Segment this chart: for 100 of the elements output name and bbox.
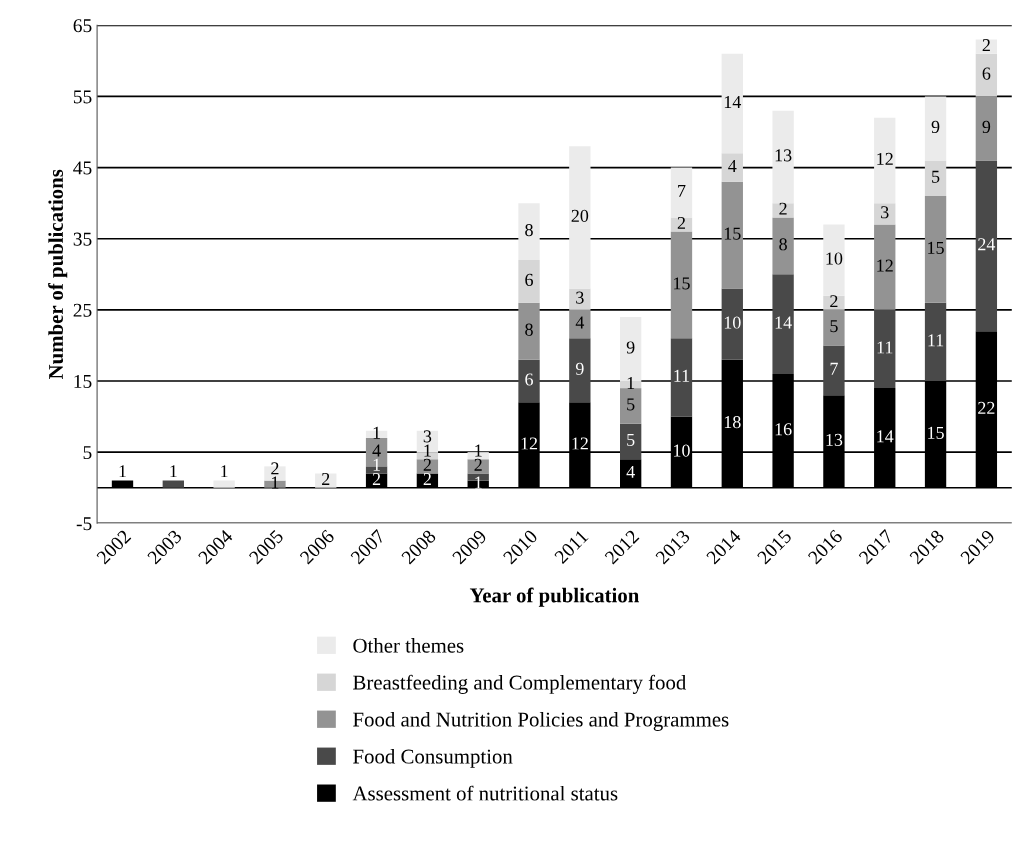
- bar: [619, 388, 642, 424]
- y-tick-label: 55: [73, 90, 92, 104]
- data-label: 7: [678, 185, 686, 197]
- data-label: 15: [928, 426, 944, 439]
- bar: [670, 231, 693, 339]
- bar: [670, 338, 693, 417]
- bar: [518, 359, 540, 403]
- bar: [975, 39, 998, 54]
- data-label: 14: [877, 430, 894, 443]
- bar: [670, 167, 693, 218]
- bar: [772, 274, 794, 374]
- y-tick-label: 5: [83, 446, 92, 460]
- y-tick-label: 15: [74, 374, 92, 388]
- data-label: 1: [272, 476, 279, 489]
- data-label: 2: [982, 39, 990, 51]
- x-tick-label: 2011: [553, 529, 589, 565]
- bar: [772, 110, 794, 204]
- data-label: 1: [221, 465, 228, 478]
- bar: [721, 288, 743, 360]
- bar: [924, 160, 947, 197]
- y-tick-label: 25: [73, 303, 92, 317]
- y-tick-label: -5: [76, 517, 92, 531]
- bar: [721, 53, 743, 154]
- bar: [823, 224, 845, 296]
- data-label: 13: [826, 433, 843, 446]
- data-label: 6: [982, 67, 991, 80]
- data-label: 10: [674, 444, 690, 457]
- data-label: 2: [779, 202, 787, 215]
- data-label: 11: [928, 334, 944, 347]
- y-axis-title: Number of publications: [48, 169, 68, 380]
- bar: [772, 217, 794, 275]
- data-label: 18: [724, 416, 741, 429]
- data-label: 3: [881, 206, 889, 219]
- bar: [518, 260, 540, 303]
- data-label: 5: [932, 170, 940, 183]
- data-label: 1: [424, 444, 431, 457]
- bar: [975, 160, 998, 332]
- data-label: 2: [322, 472, 330, 485]
- bar: [670, 217, 693, 232]
- legend-label: Other themes: [353, 638, 464, 653]
- bar: [518, 203, 540, 261]
- bar: [874, 309, 896, 389]
- data-label: 15: [928, 241, 944, 254]
- data-label: 9: [931, 120, 940, 133]
- bar: [721, 153, 743, 182]
- data-label: 15: [724, 227, 741, 240]
- bar: [569, 338, 591, 403]
- x-tick-label: 2003: [146, 529, 183, 565]
- data-label: 2: [271, 462, 279, 475]
- data-label: 9: [626, 341, 635, 354]
- bar: [569, 146, 591, 289]
- bar: [975, 53, 998, 97]
- bar: [874, 117, 896, 204]
- bar: [975, 96, 998, 161]
- bar: [823, 295, 845, 310]
- data-label: 4: [626, 465, 635, 478]
- data-label: 2: [372, 472, 381, 485]
- x-axis-title: Year of publication: [469, 587, 640, 607]
- y-tick-label: 65: [73, 19, 92, 33]
- bar: [924, 96, 947, 161]
- data-label: 2: [677, 216, 685, 229]
- data-label: 12: [572, 437, 588, 450]
- legend-label: Breastfeeding and Complementary food: [353, 674, 687, 694]
- x-tick-label: 2019: [959, 529, 996, 565]
- data-label: 5: [627, 398, 635, 411]
- bar: [315, 473, 337, 488]
- data-label: 6: [525, 373, 533, 386]
- data-label: 20: [571, 209, 589, 222]
- bar: [569, 288, 591, 310]
- data-label: 1: [170, 465, 177, 478]
- data-label: 6: [525, 273, 533, 286]
- data-label: 14: [775, 316, 792, 329]
- data-label: 12: [877, 259, 893, 272]
- data-label: 14: [724, 95, 742, 108]
- data-label: 2: [830, 295, 838, 308]
- bar: [162, 480, 184, 488]
- bar: [569, 309, 591, 339]
- data-label: 9: [982, 120, 991, 133]
- bar: [619, 423, 642, 460]
- data-label: 2: [474, 458, 482, 471]
- legend-label: Food Consumption: [353, 748, 513, 768]
- bar: [924, 196, 947, 303]
- data-label: 5: [830, 320, 838, 333]
- data-label: 1: [373, 426, 381, 439]
- data-label: 10: [724, 316, 741, 329]
- data-label: 12: [877, 152, 893, 165]
- data-label: 2: [423, 472, 431, 485]
- bar: [874, 203, 896, 225]
- data-label: 4: [728, 160, 737, 172]
- bar: [874, 224, 896, 310]
- data-label: 4: [372, 444, 381, 457]
- bar: [518, 302, 540, 360]
- bar: [823, 309, 845, 346]
- data-label: 12: [521, 437, 538, 450]
- data-label: 1: [475, 476, 482, 489]
- data-label: 16: [775, 423, 792, 436]
- legend-label: Food and Nutrition Policies and Programmes: [353, 711, 729, 731]
- y-tick-label: 45: [73, 161, 92, 175]
- data-label: 8: [525, 323, 533, 336]
- data-label: 13: [775, 149, 792, 162]
